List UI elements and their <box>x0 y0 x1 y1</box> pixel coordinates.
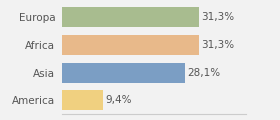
Text: 9,4%: 9,4% <box>105 95 132 105</box>
Bar <box>62 35 199 55</box>
Text: 31,3%: 31,3% <box>202 40 235 50</box>
Bar <box>62 63 185 83</box>
Text: 31,3%: 31,3% <box>202 12 235 22</box>
Text: 28,1%: 28,1% <box>187 68 221 78</box>
Bar <box>62 90 103 110</box>
Bar <box>62 7 199 27</box>
